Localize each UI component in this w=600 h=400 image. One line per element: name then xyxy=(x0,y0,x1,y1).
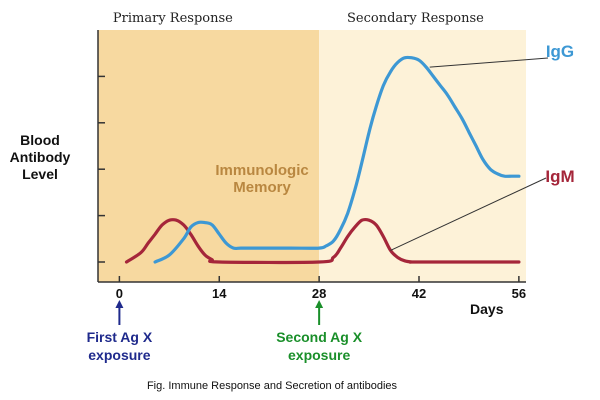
immunologic-memory-label: Immunologic Memory xyxy=(215,162,308,196)
x-axis-label: Days xyxy=(470,301,504,317)
background-layer xyxy=(98,30,526,282)
primary-response-region xyxy=(98,30,320,282)
x-tick-labels: 0 14 28 42 56 xyxy=(116,286,526,301)
exposure-label: Second Ag X xyxy=(276,329,362,345)
annotation-leader-line xyxy=(429,57,549,68)
secondary-response-label: Secondary Response xyxy=(347,11,484,26)
annotation-leader-line xyxy=(390,177,547,251)
x-tick-label: 42 xyxy=(412,286,426,301)
series-label-igm: IgM xyxy=(545,167,574,186)
x-tick-label: 0 xyxy=(116,286,123,301)
exposure-label: First Ag X xyxy=(87,329,153,345)
x-tick-label: 14 xyxy=(212,286,227,301)
series-line-igg xyxy=(153,55,521,264)
memory-label-line: Memory xyxy=(233,179,291,196)
exposure-label: exposure xyxy=(288,347,350,363)
exposure-markers: First Ag X exposure Second Ag X exposure xyxy=(87,300,363,363)
y-axis-label-line: Level xyxy=(22,166,58,182)
exposure-arrow-head xyxy=(115,300,124,308)
y-axis-label-line: Blood xyxy=(20,132,60,148)
exposure-label: exposure xyxy=(88,347,150,363)
series-annotations: IgG IgM xyxy=(390,42,575,251)
secondary-response-region xyxy=(319,30,526,282)
axes xyxy=(97,30,526,283)
series-line-igm xyxy=(124,217,521,265)
primary-response-label: Primary Response xyxy=(113,11,233,26)
series-layer xyxy=(124,55,521,265)
x-tick-label: 56 xyxy=(512,286,526,301)
series-label-igg: IgG xyxy=(546,42,574,61)
y-axis-label: Blood Antibody Level xyxy=(10,132,71,182)
figure-caption: Fig. Immune Response and Secretion of an… xyxy=(147,380,398,392)
x-tick-label: 28 xyxy=(312,286,326,301)
memory-label-line: Immunologic xyxy=(215,162,308,179)
exposure-arrow-head xyxy=(315,300,324,308)
y-axis-label-line: Antibody xyxy=(10,149,71,165)
